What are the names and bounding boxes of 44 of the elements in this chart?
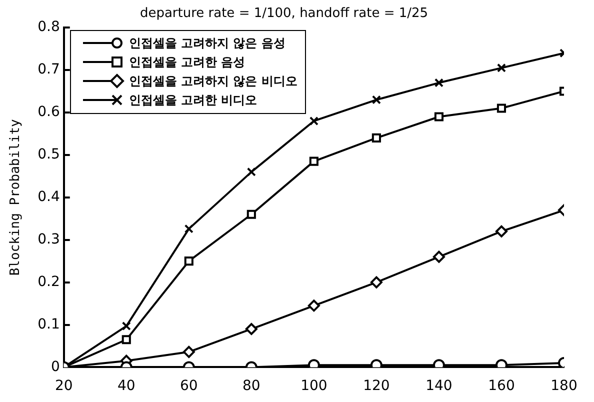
- legend-label: 인접셀을 고려한 비디오: [128, 92, 258, 109]
- y-tick-label: 0.3: [38, 231, 60, 248]
- point: [434, 78, 444, 88]
- legend-label: 인접셀을 고려한 음성: [128, 54, 246, 71]
- y-tick-label: 0.1: [38, 316, 60, 332]
- x-tick-label: 120: [363, 378, 390, 394]
- y-tick-label: 0: [50, 358, 60, 375]
- x-tick-label: 40: [117, 378, 136, 394]
- point: [309, 156, 318, 166]
- point: [122, 335, 131, 344]
- x-tick-label: 180: [550, 378, 578, 394]
- point: [432, 250, 445, 263]
- y-tick-label: 0.4: [38, 189, 60, 206]
- point: [372, 95, 381, 104]
- point: [496, 104, 506, 113]
- point: [370, 276, 382, 288]
- x-tick-label: 140: [426, 378, 452, 394]
- y-tick-label: 0.6: [38, 104, 60, 120]
- y-tick-label: 0.5: [38, 146, 60, 163]
- y-axis-title: Blocking Probability: [8, 118, 24, 276]
- y-tick-label: 0.7: [38, 62, 60, 78]
- point: [245, 322, 258, 335]
- point: [184, 256, 194, 266]
- legend-label: 인접셀을 고려하지 않은 음성: [128, 34, 286, 52]
- point: [495, 225, 508, 238]
- point: [246, 210, 256, 219]
- point: [308, 300, 320, 312]
- point: [309, 116, 318, 126]
- x-tick-label: 80: [242, 378, 260, 394]
- y-tick-label: 0.2: [38, 274, 60, 290]
- y-tick-label: 0.8: [38, 19, 60, 36]
- point: [434, 112, 444, 122]
- x-tick-label: 160: [488, 378, 515, 394]
- point: [182, 346, 195, 358]
- x-tick-label: 20: [54, 378, 73, 394]
- point: [184, 224, 194, 234]
- chart-title: departure rate = 1/100, handoff rate = 1/25: [140, 6, 428, 22]
- x-tick-label: 60: [180, 378, 198, 394]
- x-tick-label: 100: [300, 378, 328, 394]
- point: [246, 167, 256, 176]
- point: [496, 63, 506, 72]
- legend-label: 인접셀을 고려하지 않은 비디오: [128, 72, 298, 90]
- point: [372, 133, 381, 143]
- point: [122, 321, 131, 331]
